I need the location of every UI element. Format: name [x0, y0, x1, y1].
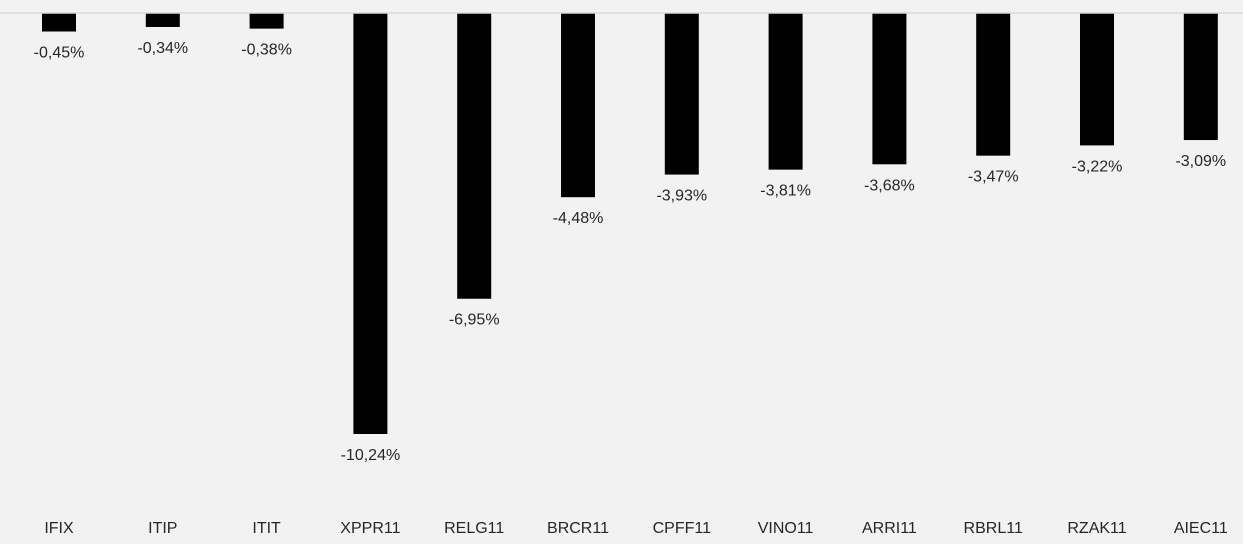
category-label-itip: ITIP	[148, 520, 177, 537]
bar-rzak11	[1080, 13, 1114, 146]
bar-vino11	[768, 13, 803, 170]
bar-xppr11	[353, 13, 388, 434]
bar-aiec11	[1183, 13, 1218, 141]
data-label-group: -0,45% -0,34% -0,38% -10,24% -6,95% -4,48% -3,…	[34, 40, 1227, 464]
bar-rbrl11	[976, 13, 1011, 156]
data-label-cpff11: -3,93%	[656, 188, 707, 205]
category-label-relg11: RELG11	[444, 520, 504, 537]
data-label-rzak11: -3,22%	[1072, 158, 1123, 175]
category-label-cpff11: CPFF11	[653, 520, 711, 537]
category-label-rzak11: RZAK11	[1067, 520, 1126, 537]
bar-cpff11	[664, 13, 699, 175]
category-label-aiec11: AIEC11	[1174, 520, 1228, 537]
data-label-relg11: -6,95%	[449, 312, 500, 329]
data-label-itit: -0,38%	[241, 42, 292, 59]
bar-ifix	[42, 13, 76, 32]
data-label-ifix: -0,45%	[34, 45, 85, 62]
data-label-vino11: -3,81%	[760, 183, 811, 200]
bar-group	[42, 13, 1218, 434]
data-label-brcr11: -4,48%	[553, 210, 604, 227]
category-label-brcr11: BRCR11	[547, 520, 609, 537]
bar-itit	[249, 13, 284, 29]
data-label-aiec11: -3,09%	[1175, 153, 1226, 170]
category-label-ifix: IFIX	[44, 520, 74, 537]
category-label-group: IFIX ITIP ITIT XPPR11 RELG11 BRCR11 CPFF11 VINO…	[44, 520, 1228, 537]
data-label-rbrl11: -3,47%	[968, 169, 1019, 186]
bar-relg11	[457, 13, 492, 299]
category-label-vino11: VINO11	[758, 520, 814, 537]
data-label-itip: -0,34%	[137, 40, 188, 57]
data-label-arri11: -3,68%	[864, 177, 915, 194]
bar-itip	[145, 13, 180, 27]
category-label-rbrl11: RBRL11	[964, 520, 1023, 537]
bar-arri11	[872, 13, 907, 165]
data-label-xppr11: -10,24%	[341, 447, 401, 464]
category-label-xppr11: XPPR11	[340, 520, 400, 537]
bar-brcr11	[561, 13, 595, 198]
category-label-itit: ITIT	[252, 520, 281, 537]
category-label-arri11: ARRI11	[862, 520, 917, 537]
